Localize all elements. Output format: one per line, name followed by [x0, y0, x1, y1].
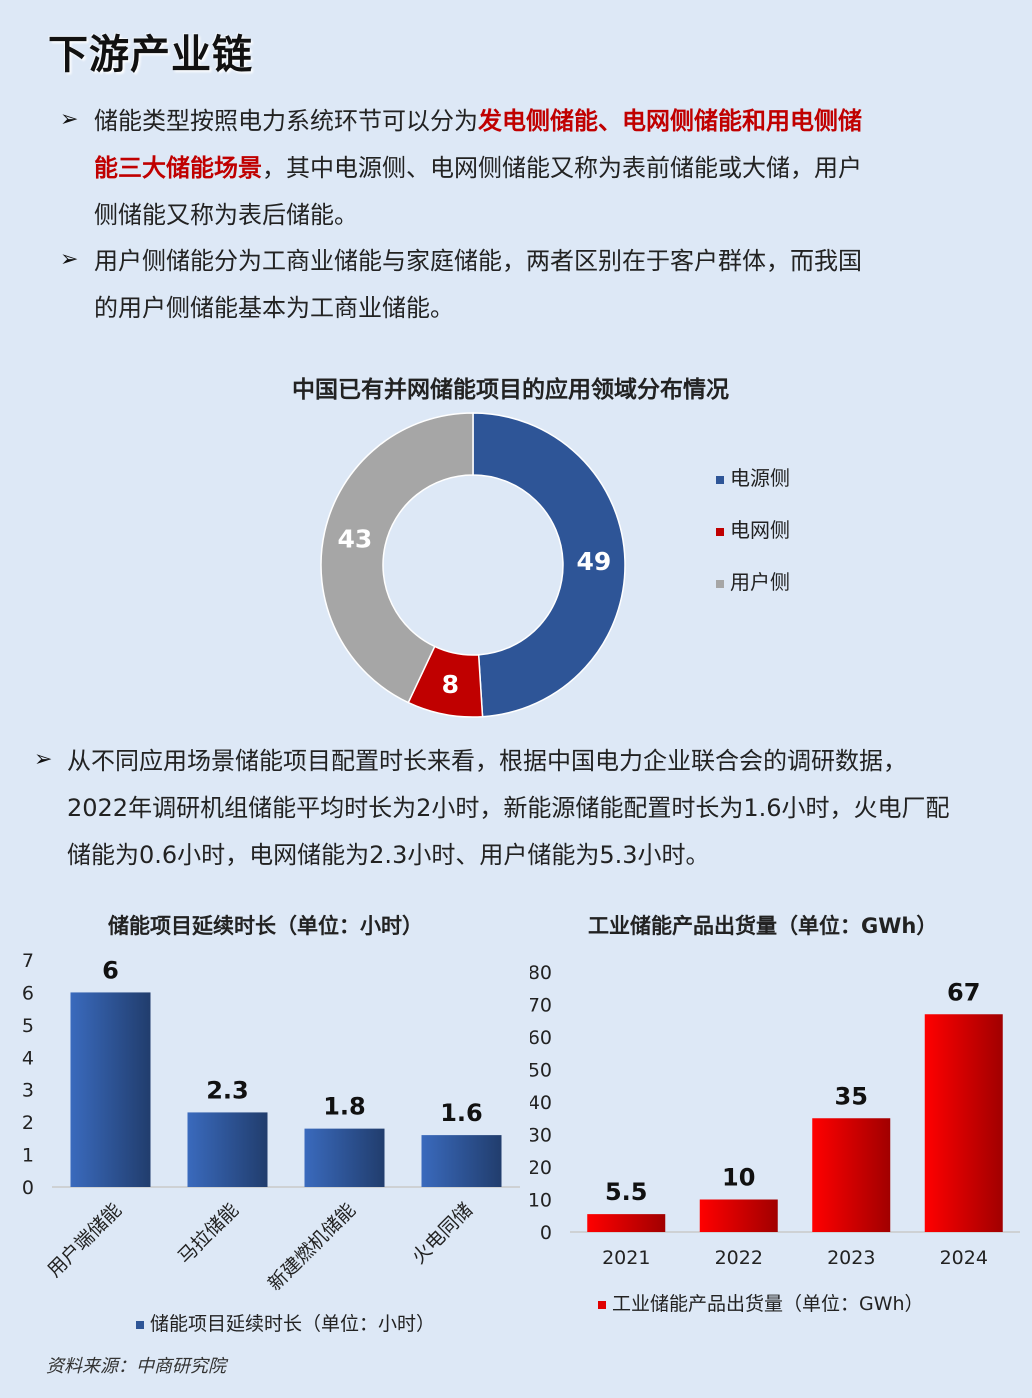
- bar-value-label: 5.5: [605, 1178, 648, 1206]
- bar: [421, 1135, 502, 1187]
- legend-swatch: [136, 1321, 144, 1329]
- donut-value-label: 49: [577, 547, 612, 576]
- legend-swatch: [716, 476, 724, 484]
- bullet1-highlight: 发电侧储能、电网侧储能和用电侧储: [478, 107, 862, 135]
- source-note: 资料来源：中商研究院: [46, 1356, 226, 1377]
- legend-label: 电网侧: [730, 518, 790, 542]
- shipment-chart-title: 工业储能产品出货量（单位：GWh）: [588, 914, 938, 938]
- legend-swatch: [598, 1301, 606, 1309]
- bar-value-label: 35: [835, 1082, 868, 1110]
- y-tick-label: 70: [530, 995, 552, 1017]
- bar-value-label: 2.3: [206, 1076, 249, 1104]
- bullet2-line1-text: 用户侧储能分为工商业储能与家庭储能，两者区别在于客户群体，而我国: [94, 247, 862, 275]
- donut-slice-3: [320, 412, 474, 704]
- bullet3-line2-text: 2022年调研机组储能平均时长为2小时，新能源储能配置时长为1.6小时，火电厂配: [67, 794, 950, 822]
- bar-value-label: 67: [947, 978, 980, 1006]
- y-tick-label: 50: [530, 1060, 552, 1082]
- shipment-bar-chart: 0 10 20 30 40 50 60 70 80 5.5 2021 10 2022 35 2023 67 20…: [530, 962, 1020, 1315]
- bullet1-highlight-cont: 能三大储能场景: [94, 154, 262, 182]
- bar: [304, 1128, 385, 1187]
- bullet3-line3-text: 储能为0.6小时，电网储能为2.3小时、用户储能为5.3小时。: [67, 841, 710, 869]
- y-tick-label: 3: [22, 1080, 34, 1102]
- y-tick-label: 4: [22, 1047, 34, 1069]
- legend-label: 用户侧: [730, 570, 790, 594]
- bar: [70, 992, 151, 1187]
- bullet1-line3-text: 侧储能又称为表后储能。: [94, 201, 358, 229]
- bullet-paragraph-2: 用户侧储能分为工商业储能与家庭储能，两者区别在于客户群体，而我国 的用户侧储能基…: [94, 238, 862, 332]
- bullet-arrow-icon: ➢: [60, 107, 79, 132]
- bar: [812, 1118, 891, 1232]
- y-tick-label: 1: [22, 1145, 34, 1167]
- y-tick-label: 10: [530, 1190, 552, 1212]
- y-tick-label: 80: [530, 962, 552, 984]
- bar: [187, 1112, 268, 1187]
- bullet3-line1-text: 从不同应用场景储能项目配置时长来看，根据中国电力企业联合会的调研数据，: [67, 747, 907, 775]
- x-category-label: 2024: [940, 1247, 988, 1269]
- y-tick-label: 20: [530, 1157, 552, 1179]
- y-tick-label: 5: [22, 1015, 34, 1037]
- bullet2-line2-text: 的用户侧储能基本为工商业储能。: [94, 294, 454, 322]
- bar-value-label: 1.8: [323, 1093, 366, 1121]
- y-tick-label: 2: [22, 1112, 34, 1134]
- legend-label: 工业储能产品出货量（单位：GWh）: [612, 1293, 924, 1315]
- x-category-label: 新建燃机储能: [264, 1199, 360, 1295]
- donut-value-label: 43: [338, 525, 373, 554]
- bullet1-line2-text: ，其中电源侧、电网侧储能又称为表前储能或大储，用户: [262, 154, 862, 182]
- donut-chart-title: 中国已有并网储能项目的应用领域分布情况: [292, 377, 729, 403]
- bar: [924, 1014, 1003, 1232]
- donut-slice-1: [472, 412, 626, 718]
- donut-value-label: 8: [442, 670, 459, 699]
- x-category-label: 用户端储能: [43, 1199, 126, 1282]
- duration-chart-title: 储能项目延续时长（单位：小时）: [108, 914, 423, 938]
- y-tick-label: 6: [22, 982, 34, 1004]
- y-tick-label: 30: [530, 1125, 552, 1147]
- x-category-label: 火电同储: [408, 1199, 477, 1268]
- legend-swatch: [716, 580, 724, 588]
- bar-value-label: 10: [722, 1164, 755, 1192]
- bullet1-line1-text: 储能类型按照电力系统环节可以分为: [94, 107, 478, 135]
- y-tick-label: 60: [530, 1027, 552, 1049]
- legend-label: 电源侧: [730, 466, 790, 490]
- bullet-paragraph-1: 储能类型按照电力系统环节可以分为发电侧储能、电网侧储能和用电侧储 能三大储能场景…: [94, 98, 862, 239]
- y-tick-label: 40: [530, 1092, 552, 1114]
- bar-value-label: 1.6: [440, 1099, 483, 1127]
- legend-swatch: [716, 528, 724, 536]
- bullet-paragraph-3: 从不同应用场景储能项目配置时长来看，根据中国电力企业联合会的调研数据， 2022…: [67, 738, 950, 879]
- legend-label: 储能项目延续时长（单位：小时）: [150, 1313, 435, 1335]
- y-tick-label: 0: [540, 1222, 552, 1244]
- page-title: 下游产业链: [48, 31, 253, 78]
- bar: [587, 1214, 666, 1232]
- y-tick-label: 0: [22, 1177, 34, 1199]
- x-category-label: 马拉储能: [174, 1199, 243, 1268]
- x-category-label: 2021: [602, 1247, 650, 1269]
- bullet-arrow-icon: ➢: [34, 747, 53, 772]
- x-category-label: 2023: [827, 1247, 875, 1269]
- bar-value-label: 6: [102, 956, 119, 984]
- bar: [699, 1199, 778, 1232]
- y-tick-label: 7: [22, 950, 34, 972]
- duration-bar-chart: 0 1 2 3 4 5 6 7 6 用户端储能 2.3 马拉储能 1.8 新建燃机储能 1.6 火电同储储能项…: [22, 950, 520, 1335]
- x-category-label: 2022: [715, 1247, 763, 1269]
- bullet-arrow-icon: ➢: [60, 247, 79, 272]
